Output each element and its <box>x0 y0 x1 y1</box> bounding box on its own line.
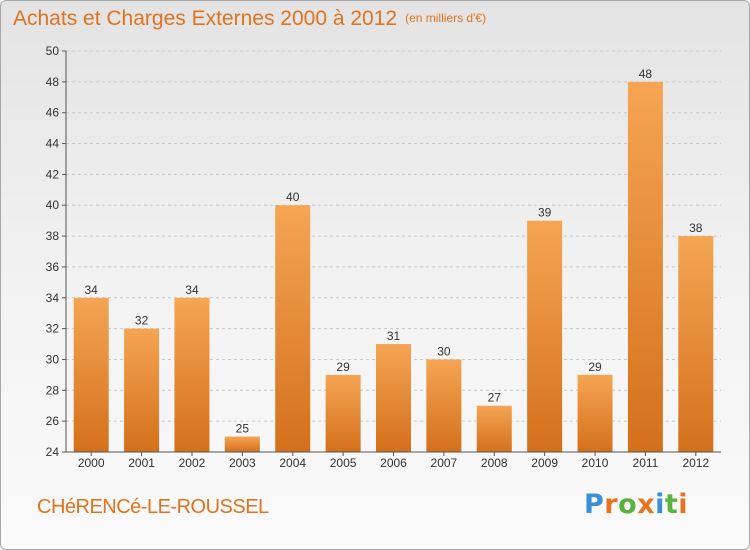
x-tick-label: 2000 <box>78 456 105 470</box>
bar <box>577 374 613 452</box>
y-tick-label: 26 <box>46 414 60 428</box>
chart-unit: (en milliers d'€) <box>405 11 487 25</box>
bar-value-label: 32 <box>135 314 149 328</box>
bar <box>325 374 361 452</box>
brand-letter: o <box>618 489 638 520</box>
bar-value-label: 29 <box>588 360 602 374</box>
y-tick-label: 48 <box>46 75 60 89</box>
y-tick-label: 38 <box>46 229 60 243</box>
bar <box>476 405 512 452</box>
x-tick-label: 2002 <box>179 456 206 470</box>
y-tick-label: 28 <box>46 383 60 397</box>
bar-value-label: 27 <box>488 391 502 405</box>
y-tick-label: 40 <box>46 198 60 212</box>
bar <box>224 436 260 452</box>
bar <box>527 220 563 452</box>
y-tick-label: 50 <box>46 44 60 58</box>
chart-title: Achats et Charges Externes 2000 à 2012 (e… <box>13 7 486 31</box>
x-tick-label: 2005 <box>330 456 357 470</box>
bar <box>124 328 160 452</box>
brand-letter: i <box>655 489 665 520</box>
brand-letter: t <box>664 489 679 520</box>
axes <box>62 50 721 456</box>
y-tick-label: 42 <box>46 167 60 181</box>
x-tick-label: 2003 <box>229 456 256 470</box>
bar-value-label: 48 <box>639 67 653 81</box>
x-tick-label: 2006 <box>380 456 407 470</box>
bar <box>678 236 714 452</box>
brand-letter: i <box>678 489 689 520</box>
y-tick-label: 44 <box>46 137 60 151</box>
y-tick-label: 32 <box>46 322 60 336</box>
bar <box>376 344 411 452</box>
bar <box>73 297 109 452</box>
bar-value-label: 34 <box>85 283 99 297</box>
x-tick-label: 2007 <box>431 456 458 470</box>
bar-value-label: 40 <box>286 190 300 204</box>
bar <box>627 81 663 452</box>
y-tick-label: 36 <box>46 260 60 274</box>
bar-value-label: 34 <box>185 283 199 297</box>
x-tick-label: 2011 <box>633 456 659 470</box>
x-tick-label: 2010 <box>582 456 609 470</box>
bar <box>275 205 311 452</box>
bar-value-label: 31 <box>387 329 401 343</box>
y-tick-label: 34 <box>46 291 60 305</box>
x-tick-label: 2001 <box>128 456 155 470</box>
bar-value-label: 30 <box>437 344 451 358</box>
bar-value-label: 29 <box>336 360 350 374</box>
bar <box>426 359 462 452</box>
x-tick-label: 2008 <box>481 456 508 470</box>
brand-letter: P <box>584 489 605 520</box>
x-tick-label: 2009 <box>531 456 558 470</box>
y-tick-label: 46 <box>46 106 60 120</box>
brand-letter: x <box>637 489 656 520</box>
bar-value-label: 25 <box>236 422 250 436</box>
city-name: CHéRENCé-LE-ROUSSEL <box>37 496 269 518</box>
chart-title-text: Achats et Charges Externes 2000 à 2012 <box>13 7 398 30</box>
bar <box>174 297 210 452</box>
bars <box>73 81 714 452</box>
bar-value-label: 39 <box>538 206 552 220</box>
x-tick-label: 2012 <box>682 456 709 470</box>
labels: 24 26 28 30 32 34 36 38 40 42 44 46 48 50 2000 34 2001 32… <box>46 44 710 470</box>
brand-letter: r <box>604 489 619 520</box>
y-tick-label: 24 <box>46 445 60 459</box>
brand-logo: Proxiti <box>584 489 688 520</box>
y-tick-label: 30 <box>46 352 60 366</box>
x-tick-label: 2004 <box>279 456 306 470</box>
bar-value-label: 38 <box>689 221 703 235</box>
